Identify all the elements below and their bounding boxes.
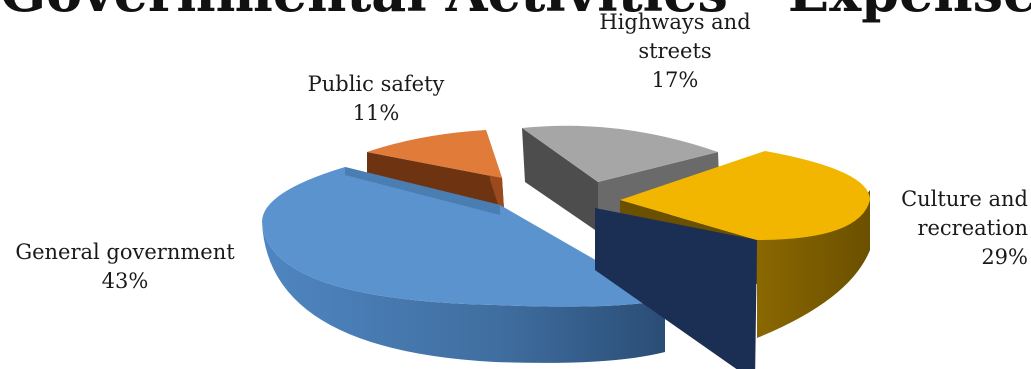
pie-slice-culture-side — [595, 208, 757, 369]
label-general-government-value: 43% — [101, 269, 149, 293]
label-public-safety: Public safety 11% — [296, 70, 456, 128]
label-culture-name-line2: recreation — [917, 216, 1028, 240]
label-highways-value: 17% — [651, 68, 699, 92]
label-public-safety-name: Public safety — [307, 72, 445, 96]
label-highways-name-line2: streets — [638, 39, 712, 63]
label-culture-value: 29% — [981, 245, 1028, 269]
label-public-safety-value: 11% — [352, 101, 400, 125]
label-highways-name-line1: Highways and — [599, 10, 751, 34]
pie-slice-general-government — [262, 167, 665, 363]
chart-title: Governmental Activities - Expenses — [0, 0, 1031, 22]
label-highways: Highways and streets 17% — [585, 8, 765, 95]
label-general-government: General government 43% — [0, 238, 250, 296]
label-general-government-name: General government — [15, 240, 235, 264]
label-culture-name-line1: Culture and — [901, 187, 1028, 211]
label-culture: Culture and recreation 29% — [868, 185, 1028, 272]
